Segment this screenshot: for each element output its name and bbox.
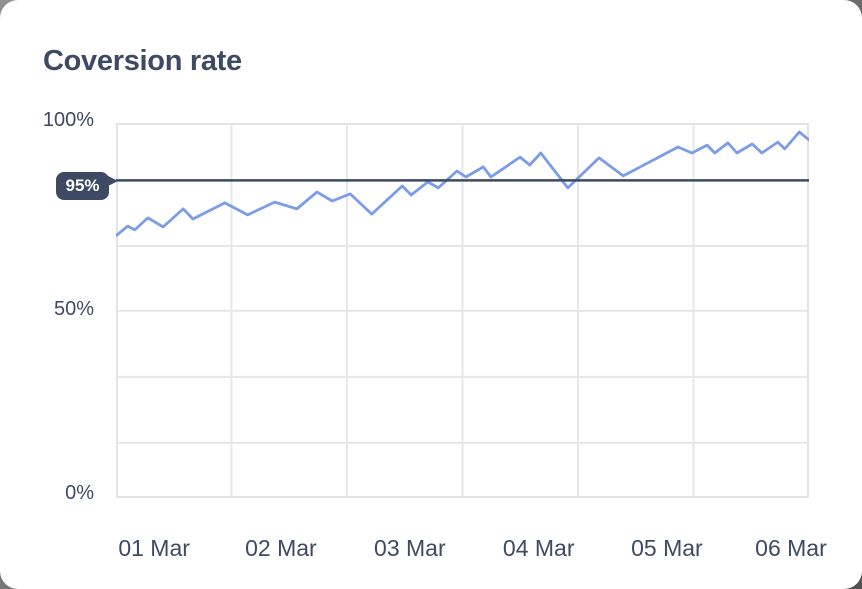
y-axis: 100% 50% 0% — [0, 109, 94, 504]
y-axis-tick: 0% — [65, 482, 94, 505]
x-axis-tick: 06 Mar — [755, 535, 827, 561]
x-axis-tick: 05 Mar — [631, 535, 703, 561]
chart-title: Coversion rate — [43, 45, 242, 77]
series-line — [116, 130, 809, 237]
x-axis-tick: 03 Mar — [374, 535, 446, 561]
threshold-badge-label: 95% — [65, 176, 100, 195]
x-axis: 01 Mar 02 Mar 03 Mar 04 Mar 05 Mar 06 Mar — [116, 535, 826, 565]
x-axis-tick: 01 Mar — [118, 535, 190, 561]
x-axis-tick: 02 Mar — [245, 535, 317, 561]
threshold-badge: 95% — [56, 172, 118, 200]
y-axis-tick: 50% — [53, 298, 94, 320]
threshold-badge-pointer — [108, 176, 118, 186]
y-axis-tick: 100% — [42, 109, 94, 131]
plot-border — [116, 123, 809, 498]
chart-plot-svg — [116, 123, 809, 498]
x-axis-tick: 04 Mar — [502, 535, 575, 561]
